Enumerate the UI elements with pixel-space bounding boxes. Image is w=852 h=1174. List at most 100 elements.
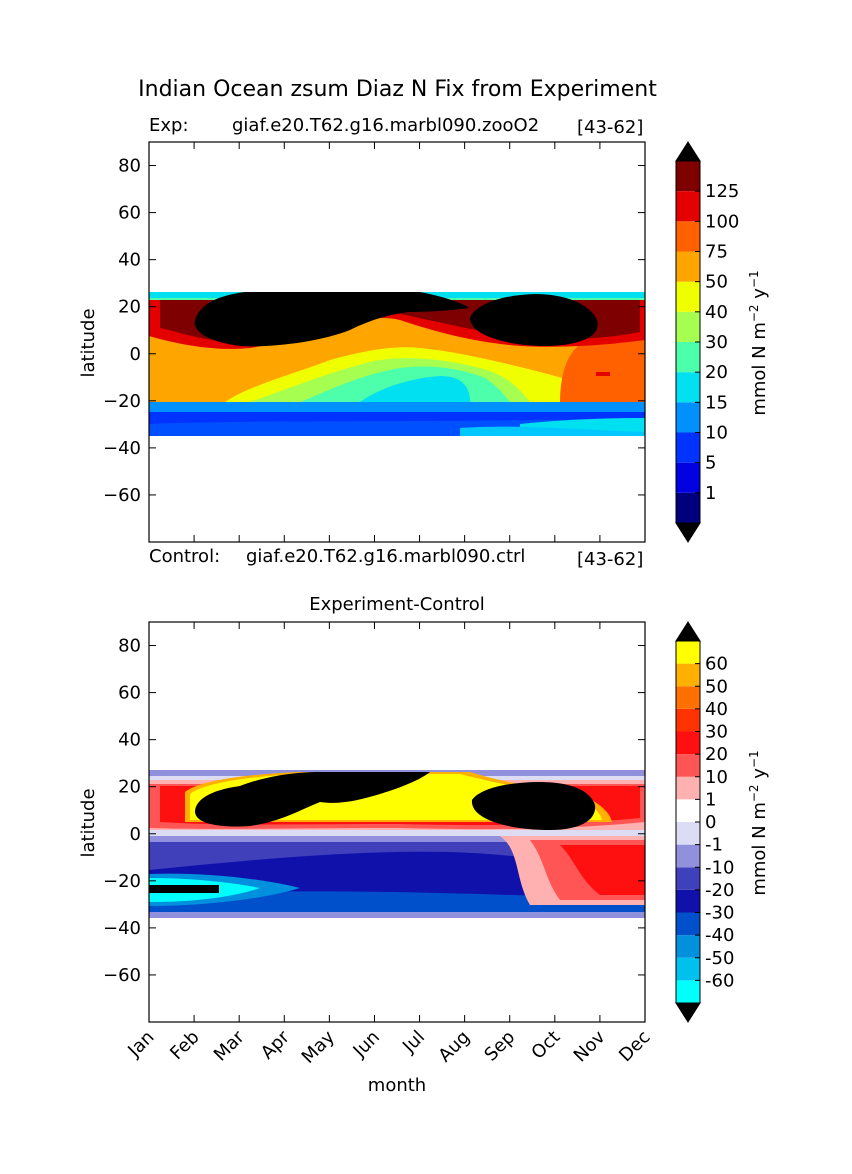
diff-xtick-label: Feb bbox=[166, 1027, 203, 1064]
diff-xtick-label: Oct bbox=[527, 1027, 564, 1064]
exp-plot-frame bbox=[148, 141, 646, 543]
diff-cbar-tick-label: 60 bbox=[705, 654, 728, 675]
diff-black-streak bbox=[149, 885, 219, 893]
exp-cbar-tick-label: 50 bbox=[705, 272, 728, 293]
exp-cbar-segment bbox=[676, 402, 700, 433]
svg-text:mmol N m−2 y−1: mmol N m−2 y−1 bbox=[747, 270, 770, 415]
exp-ytick-label: −60 bbox=[103, 485, 141, 506]
diff-cbar-tick-label: 0 bbox=[705, 812, 716, 833]
exp-cbar-tick-label: 10 bbox=[705, 423, 728, 444]
diff-ytick-label: 40 bbox=[118, 730, 141, 751]
diff-ytick-label: −60 bbox=[103, 965, 141, 986]
diff-black-core-1 bbox=[195, 772, 430, 827]
figure-title: Indian Ocean zsum Diaz N Fix from Experi… bbox=[138, 77, 657, 102]
diff-cbar-segment bbox=[676, 822, 700, 845]
diff-cbar-segment bbox=[676, 889, 700, 913]
diff-yaxis: 80 60 40 20 0 −20 −40 −60 bbox=[103, 636, 645, 986]
ctrl-label: Control: bbox=[149, 546, 221, 567]
diff-ytick-label: −20 bbox=[103, 871, 141, 892]
diff-cbar-segment bbox=[676, 867, 700, 890]
exp-plot-area bbox=[149, 142, 645, 542]
diff-cbar-segment bbox=[676, 641, 700, 664]
diff-ylabel: latitude bbox=[78, 788, 99, 857]
exp-cbar-tick-label: 30 bbox=[705, 332, 728, 353]
diff-ytick-label: 20 bbox=[118, 777, 141, 798]
exp-cbar-segment bbox=[676, 251, 700, 282]
svg-text:mmol N m−2 y−1: mmol N m−2 y−1 bbox=[747, 750, 770, 895]
diff-cbar-segment bbox=[676, 935, 700, 958]
diff-xtick-label: Sep bbox=[480, 1027, 519, 1066]
diff-cbar-tick-label: -50 bbox=[705, 948, 734, 969]
diff-cbar-segment bbox=[676, 980, 700, 1003]
diff-cbar-segment bbox=[676, 912, 700, 936]
diff-cbar-under bbox=[675, 1002, 701, 1023]
diff-plot-frame bbox=[148, 621, 646, 1023]
exp-cbar-tick-label: 75 bbox=[705, 242, 728, 263]
exp-yaxis: 80 60 40 20 0 −20 −40 −60 bbox=[103, 142, 646, 542]
diff-xtick-label: Jul bbox=[398, 1027, 429, 1058]
exp-cbar-over bbox=[675, 141, 701, 162]
diff-xtick-label: May bbox=[298, 1026, 339, 1067]
diff-cbar-tick-label: -1 bbox=[705, 835, 723, 856]
exp-cbar-tick-label: 125 bbox=[705, 181, 739, 202]
diff-xtick-label: Jan bbox=[123, 1027, 158, 1062]
diff-xlabel: month bbox=[368, 1075, 426, 1096]
diff-cbar-tick-label: 20 bbox=[705, 744, 728, 765]
diff-black-core-2 bbox=[471, 782, 596, 830]
exp-cbar-segment bbox=[676, 462, 700, 493]
exp-label: Exp: bbox=[149, 115, 189, 136]
exp-ytick-label: 20 bbox=[118, 297, 141, 318]
ctrl-case: giaf.e20.T62.g16.marbl090.ctrl bbox=[246, 546, 526, 567]
diff-cbar-segment bbox=[676, 754, 700, 777]
exp-case: giaf.e20.T62.g16.marbl090.zooO2 bbox=[232, 115, 540, 136]
exp-black-core-2 bbox=[470, 294, 598, 346]
exp-cbar-under bbox=[675, 522, 701, 543]
exp-cbar-segment bbox=[676, 372, 700, 403]
diff-cbar-tick-label: 40 bbox=[705, 699, 728, 720]
exp-ytick-label: 80 bbox=[118, 156, 141, 177]
exp-cbar-tick-label: 100 bbox=[705, 211, 739, 232]
diff-cbar-segment bbox=[676, 957, 700, 981]
exp-cbar-segment bbox=[676, 281, 700, 312]
exp-cbar-segment bbox=[676, 221, 700, 252]
exp-ytick-label: 60 bbox=[118, 203, 141, 224]
exp-cbar-tick-label: 5 bbox=[705, 453, 716, 474]
exp-cbar-segment bbox=[676, 191, 700, 222]
diff-ytick-label: 80 bbox=[118, 636, 141, 657]
exp-years: [43-62] bbox=[577, 117, 644, 138]
exp-cbar-tick-label: 15 bbox=[705, 392, 728, 413]
diff-cbar-tick-label: -20 bbox=[705, 880, 734, 901]
diff-xtick-label: Jun bbox=[349, 1027, 384, 1062]
diff-cbar-tick-label: 50 bbox=[705, 676, 728, 697]
diff-xtick-label: Mar bbox=[210, 1026, 249, 1065]
diff-cbar-segment bbox=[676, 663, 700, 687]
diff-cbar-tick-label: -30 bbox=[705, 903, 734, 924]
exp-ytick-label: −20 bbox=[103, 391, 141, 412]
exp-ytick-label: 40 bbox=[118, 250, 141, 271]
diff-xtick-label: Nov bbox=[570, 1026, 610, 1066]
exp-cbar-segment bbox=[676, 492, 700, 523]
diff-cbar-segment bbox=[676, 844, 700, 868]
diff-ytick-label: −40 bbox=[103, 918, 141, 939]
diff-cbar-tick-label: 1 bbox=[705, 789, 716, 810]
exp-colorbar-label: mmol N m−2 y−1 bbox=[747, 270, 770, 415]
exp-ytick-label: −40 bbox=[103, 438, 141, 459]
ctrl-years: [43-62] bbox=[577, 549, 644, 570]
exp-black-core-1 bbox=[194, 292, 470, 347]
diff-cbar-tick-label: -60 bbox=[705, 970, 734, 991]
diff-cbar-segment bbox=[676, 776, 700, 800]
diff-cbar-segment bbox=[676, 731, 700, 755]
diff-cbar-tick-label: 30 bbox=[705, 722, 728, 743]
diff-cbar-segment bbox=[676, 799, 700, 822]
diff-cbar-tick-label: -40 bbox=[705, 925, 734, 946]
exp-cbar-segment bbox=[676, 161, 700, 192]
exp-cbar-tick-label: 1 bbox=[705, 483, 716, 504]
diff-plot-area bbox=[149, 622, 645, 1022]
diff-panel-title: Experiment-Control bbox=[309, 594, 485, 615]
diff-ytick-label: 0 bbox=[130, 824, 141, 845]
exp-ylabel: latitude bbox=[78, 308, 99, 377]
exp-ytick-label: 0 bbox=[130, 344, 141, 365]
